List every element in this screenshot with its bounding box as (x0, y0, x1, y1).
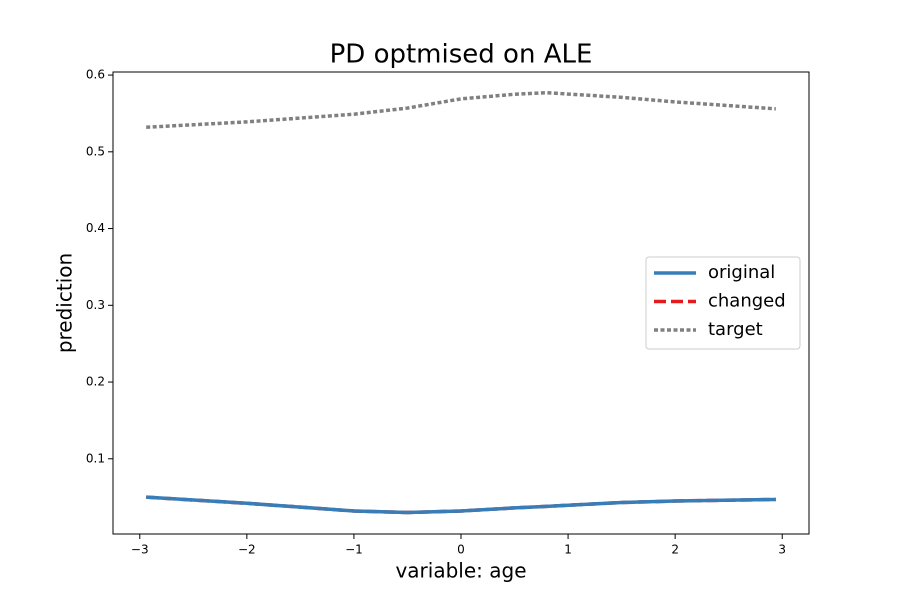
legend-label: original (708, 262, 775, 283)
y-tick-label: 0.6 (86, 68, 105, 82)
y-tick-label: 0.5 (86, 144, 105, 158)
x-axis-label: variable: age (395, 559, 526, 583)
plot-frame (112, 71, 810, 535)
y-axis-label: prediction (53, 253, 77, 353)
x-tick-label: 1 (564, 543, 572, 557)
y-tick-label: 0.4 (86, 221, 105, 235)
line-series (146, 90, 776, 130)
legend-label: target (708, 319, 763, 340)
x-tick-label: −1 (345, 543, 363, 557)
x-tick-label: −3 (131, 543, 149, 557)
x-tick-label: 3 (778, 543, 786, 557)
chart-title: PD optmised on ALE (330, 40, 593, 70)
legend-box (645, 256, 801, 350)
y-tick-label: 0.1 (86, 451, 105, 465)
legend-label: changed (708, 291, 786, 312)
x-tick-label: 0 (457, 543, 465, 557)
y-tick-label: 0.3 (86, 298, 105, 312)
line-series (146, 495, 776, 515)
x-tick-label: −2 (238, 543, 256, 557)
x-tick-label: 2 (671, 543, 679, 557)
y-tick-label: 0.2 (86, 375, 105, 389)
